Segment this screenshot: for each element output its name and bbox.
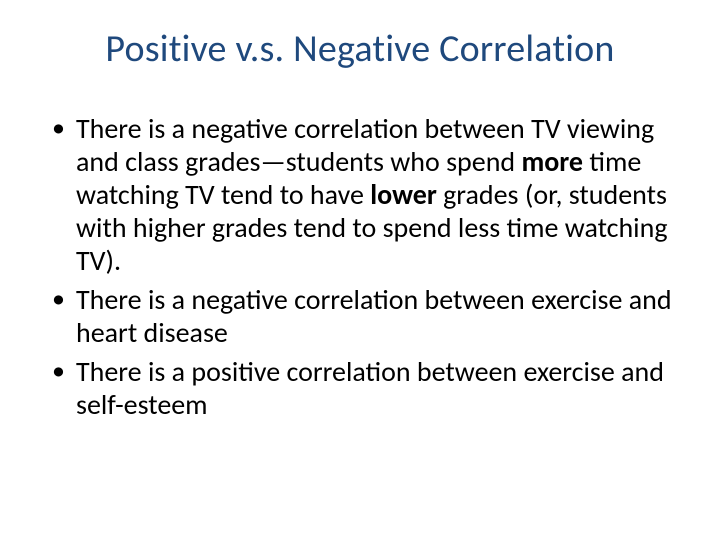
bullet-bold: more — [521, 144, 583, 179]
list-item: There is a negative correlation between … — [48, 283, 672, 349]
slide-title: Positive v.s. Negative Correlation — [44, 28, 676, 72]
slide: Positive v.s. Negative Correlation There… — [0, 0, 720, 540]
bullet-list: There is a negative correlation between … — [44, 112, 676, 421]
bullet-bold: lower — [370, 177, 437, 212]
bullet-text: There is a negative correlation between … — [76, 282, 672, 350]
list-item: There is a negative correlation between … — [48, 112, 672, 277]
bullet-text: There is a positive correlation between … — [76, 354, 664, 422]
list-item: There is a positive correlation between … — [48, 355, 672, 421]
